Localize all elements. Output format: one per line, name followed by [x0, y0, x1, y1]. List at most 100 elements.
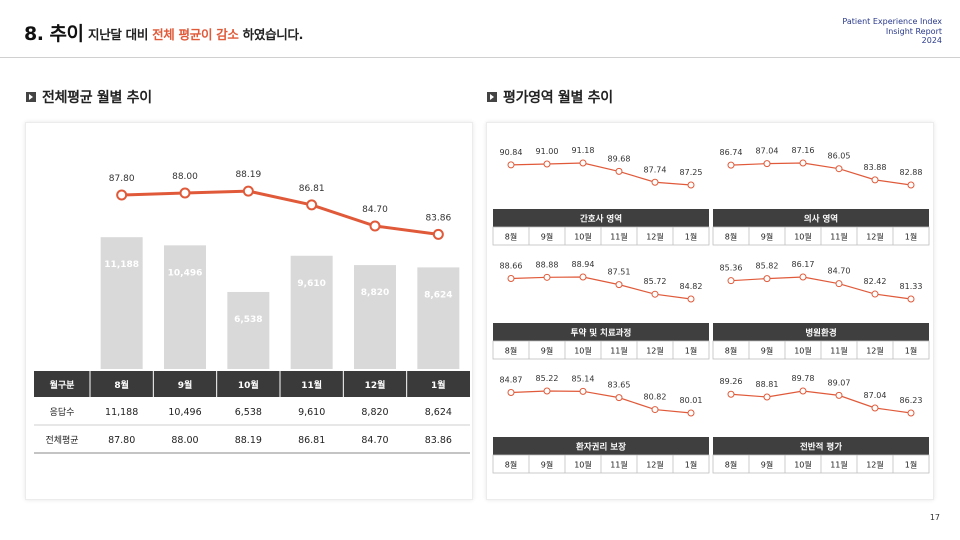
area-value-4-3: 83.65 — [608, 381, 631, 390]
area-month-4-2: 10월 — [574, 460, 592, 470]
area-value-0-2: 91.18 — [572, 146, 595, 155]
area-month-1-2: 10월 — [794, 232, 812, 242]
area-value-0-1: 91.00 — [536, 147, 559, 156]
area-value-5-4: 87.04 — [864, 391, 887, 400]
table-row-label-1: 전체평균 — [45, 435, 78, 446]
area-month-0-5: 1월 — [685, 232, 697, 242]
table-header-month-4: 12월 — [365, 379, 386, 391]
area-point-0-2 — [579, 159, 587, 167]
left-section-title-text: 전체평균 월별 추이 — [42, 90, 152, 106]
left-section-title: 전체평균 월별 추이 — [26, 87, 152, 107]
bar-label-3: 9,610 — [297, 279, 325, 289]
area-value-2-5: 84.82 — [680, 282, 703, 291]
area-title-0: 간호사 영역 — [580, 214, 622, 225]
line-point-2 — [242, 185, 254, 197]
table-cell-1-0: 87.80 — [108, 435, 135, 446]
bar-0 — [100, 237, 143, 369]
table-header-month-2: 10월 — [238, 379, 259, 391]
table-header-month-3: 11월 — [301, 379, 322, 391]
right-section-title: 평가영역 월별 추이 — [487, 87, 613, 107]
area-point-0-3 — [615, 167, 623, 175]
area-month-5-0: 8월 — [725, 460, 737, 470]
headline-message: 지난달 대비 전체 평균이 감소 하였습니다. — [88, 24, 303, 43]
area-value-0-3: 89.68 — [608, 154, 631, 163]
area-point-3-3 — [835, 280, 843, 288]
bar-4 — [354, 265, 396, 369]
area-point-1-0 — [727, 161, 735, 169]
area-line-2 — [510, 276, 692, 300]
area-title-5: 전반적 평가 — [800, 442, 842, 453]
area-title-4: 환자권리 보장 — [576, 442, 626, 453]
area-title-1: 의사 영역 — [804, 214, 838, 225]
area-month-4-4: 12월 — [646, 460, 664, 470]
line-point-0 — [116, 189, 128, 201]
area-point-4-3 — [615, 394, 623, 402]
brand-line-1: Patient Experience Index — [842, 17, 942, 26]
area-value-4-1: 85.22 — [536, 374, 559, 383]
line-point-1 — [179, 187, 191, 199]
area-value-3-2: 86.17 — [792, 260, 815, 269]
area-month-3-2: 10월 — [794, 346, 812, 356]
right-section-title-text: 평가영역 월별 추이 — [503, 90, 613, 106]
area-title-bg-0 — [493, 209, 709, 227]
area-value-3-1: 85.82 — [756, 262, 779, 271]
area-value-0-0: 90.84 — [500, 148, 523, 157]
page-number: 17 — [929, 513, 940, 522]
area-month-0-0: 8월 — [505, 232, 517, 242]
area-month-0-1: 9월 — [541, 232, 553, 242]
report-brand: Patient Experience Index Insight Report … — [842, 17, 942, 46]
area-chart-3: 85.36 85.82 86.17 84.70 82.42 81.33 병원환경 8월 9월 10… — [712, 260, 930, 360]
area-value-2-4: 85.72 — [644, 277, 667, 286]
area-chart-2: 88.66 88.88 88.94 87.51 85.72 84.82 투약 및 치료과정 8… — [492, 260, 710, 360]
area-month-1-0: 8월 — [725, 232, 737, 242]
table-cell-0-2: 6,538 — [235, 407, 262, 418]
line-label-0: 87.80 — [109, 174, 135, 184]
area-value-2-3: 87.51 — [608, 268, 631, 277]
area-value-3-4: 82.42 — [864, 277, 887, 286]
bullet-icon — [487, 92, 497, 102]
area-point-3-2 — [799, 273, 807, 281]
area-line-5 — [730, 390, 912, 414]
area-point-4-0 — [507, 388, 515, 396]
area-title-2: 투약 및 치료과정 — [571, 328, 632, 339]
area-month-0-3: 11월 — [610, 232, 628, 242]
area-chart-5: 89.26 88.81 89.78 89.07 87.04 86.23 전반적 평가 8월 9월… — [712, 374, 930, 474]
area-value-1-1: 87.04 — [756, 147, 779, 156]
area-trend-panel: 90.84 91.00 91.18 89.68 87.74 87.25 간호사 영역 8월 9월… — [486, 122, 934, 500]
area-month-5-5: 1월 — [905, 460, 917, 470]
area-value-1-2: 87.16 — [792, 146, 815, 155]
area-month-4-0: 8월 — [505, 460, 517, 470]
overall-average-line — [121, 189, 439, 236]
overall-chart-panel: 11,188 10,496 6,538 9,610 8,820 8,624 87.80 88.… — [25, 122, 473, 500]
table-cell-0-4: 8,820 — [361, 407, 388, 418]
area-month-0-2: 10월 — [574, 232, 592, 242]
area-month-5-2: 10월 — [794, 460, 812, 470]
bar-label-5: 8,624 — [424, 290, 452, 300]
area-month-2-1: 9월 — [541, 346, 553, 356]
area-value-2-0: 88.66 — [500, 261, 523, 270]
area-value-4-0: 84.87 — [500, 375, 523, 384]
area-value-1-4: 83.88 — [864, 163, 887, 172]
area-value-4-4: 80.82 — [644, 393, 667, 402]
area-value-4-2: 85.14 — [572, 374, 595, 383]
area-point-5-3 — [835, 391, 843, 399]
area-point-2-0 — [507, 274, 515, 282]
table-row-label-0: 응답수 — [50, 406, 75, 418]
brand-line-3: 2024 — [921, 36, 942, 45]
table-header-month-0: 8월 — [114, 379, 129, 391]
area-value-4-5: 80.01 — [680, 396, 703, 405]
area-value-3-0: 85.36 — [720, 264, 743, 273]
area-point-1-4 — [871, 176, 879, 184]
area-value-3-5: 81.33 — [900, 282, 923, 291]
bullet-icon — [26, 92, 36, 102]
area-month-2-3: 11월 — [610, 346, 628, 356]
overall-trend-chart: 11,188 10,496 6,538 9,610 8,820 8,624 87.80 88.… — [34, 170, 470, 454]
area-title-bg-4 — [493, 437, 709, 455]
bar-label-2: 6,538 — [234, 315, 262, 325]
area-month-1-4: 12월 — [866, 232, 884, 242]
area-point-1-5 — [907, 181, 915, 189]
area-point-5-2 — [799, 387, 807, 395]
area-value-1-3: 86.05 — [828, 152, 851, 161]
table-cell-1-3: 86.81 — [298, 435, 325, 446]
area-month-1-5: 1월 — [905, 232, 917, 242]
